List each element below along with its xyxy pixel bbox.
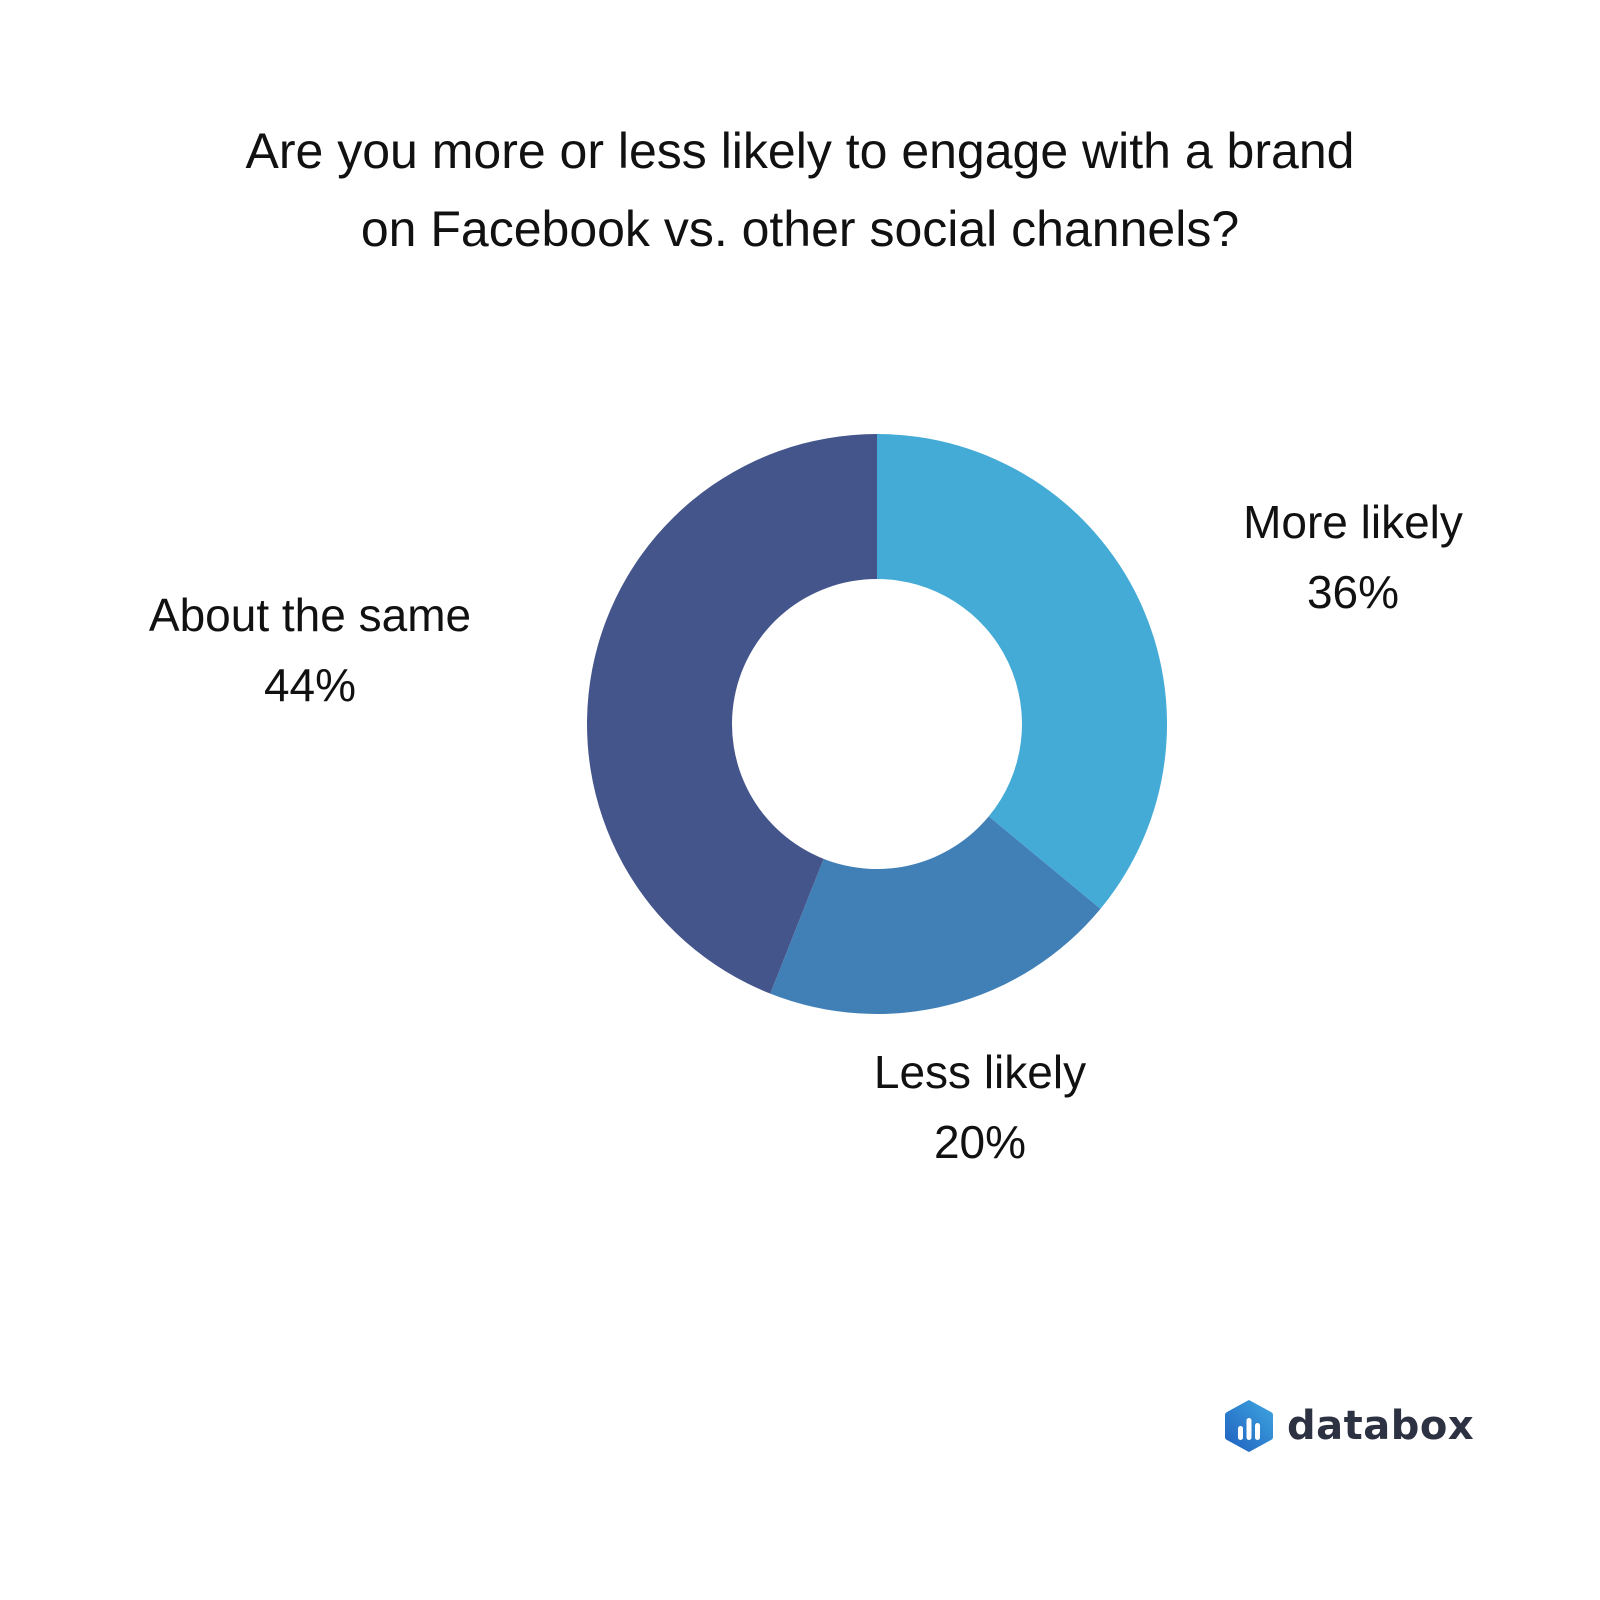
donut-slice-about-the-same [586, 434, 877, 994]
donut-slice-more-likely [877, 434, 1167, 909]
slice-label-about-the-same-name: About the same [148, 589, 472, 641]
databox-hexagon-icon [1225, 1400, 1273, 1452]
slice-label-less-likely: Less likely 20% [770, 1037, 1190, 1177]
slice-label-less-likely-name: Less likely [873, 1046, 1087, 1098]
slice-label-about-the-same-value: 44% [263, 659, 357, 711]
slice-label-more-likely-name: More likely [1243, 496, 1463, 548]
slice-label-more-likely-value: 36% [1306, 566, 1400, 618]
slice-label-less-likely-value: 20% [933, 1116, 1027, 1168]
donut-slice-less-likely [770, 816, 1101, 1014]
chart-title-line-1: Are you more or less likely to engage wi… [245, 123, 1355, 179]
chart-title: Are you more or less likely to engage wi… [100, 112, 1500, 268]
databox-logo-text: databox [1287, 1403, 1475, 1449]
databox-logo: databox [1223, 1398, 1474, 1454]
slice-label-more-likely: More likely 36% [1143, 487, 1563, 627]
slice-label-about-the-same: About the same 44% [100, 580, 520, 720]
chart-title-line-2: on Facebook vs. other social channels? [360, 201, 1240, 257]
